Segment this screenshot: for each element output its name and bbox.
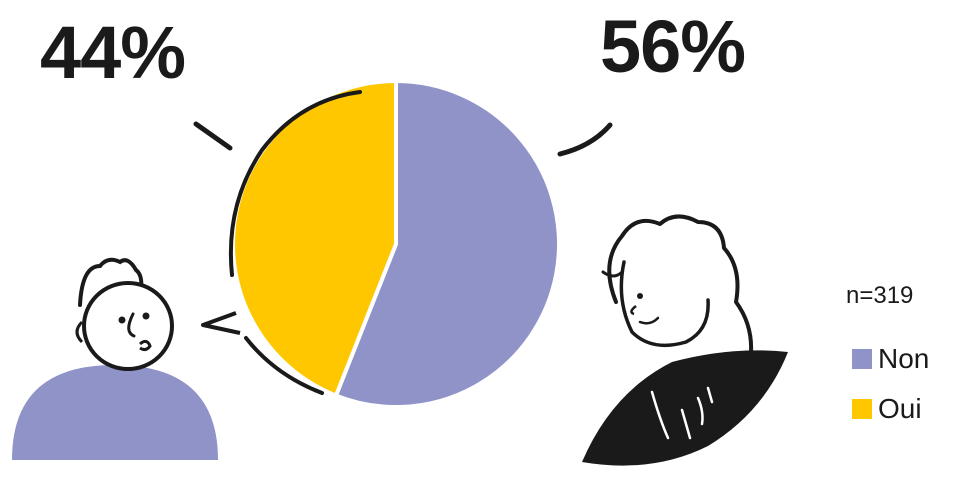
man-avatar-illustration	[12, 257, 218, 460]
woman-mouth	[638, 316, 660, 325]
man-nose	[127, 312, 136, 338]
legend-swatch-oui	[852, 399, 872, 419]
sketch-stroke-bottom	[244, 336, 324, 395]
woman-hand-sketch	[650, 386, 714, 440]
pct-label-non: 56%	[600, 5, 746, 88]
man-eye-right	[142, 312, 150, 320]
woman-body	[582, 350, 788, 466]
woman-hair-strand	[601, 270, 624, 278]
man-body	[12, 365, 218, 460]
woman-avatar-illustration	[582, 214, 788, 466]
man-mouth	[139, 339, 152, 352]
man-hair	[78, 257, 144, 307]
man-ear	[75, 320, 84, 344]
legend-label-non: Non	[878, 343, 930, 374]
pointer-non	[557, 122, 613, 157]
sample-size-label: n=319	[846, 282, 914, 309]
woman-hair	[607, 214, 754, 374]
woman-nose	[630, 305, 637, 316]
legend-label-oui: Oui	[878, 393, 922, 424]
man-eye-left	[118, 316, 126, 324]
sketch-outline-strokes	[228, 90, 362, 395]
pct-label-oui: 44%	[40, 11, 186, 94]
sketch-stroke-top	[228, 90, 362, 277]
legend-item-oui: Oui	[852, 393, 922, 425]
pointer-dashes	[193, 121, 613, 157]
speech-tail	[201, 311, 241, 335]
legend-item-non: Non	[852, 343, 929, 375]
pie-slice-non	[333, 78, 561, 409]
woman-eye	[637, 293, 643, 299]
woman-face	[619, 260, 710, 348]
pointer-oui	[193, 121, 233, 151]
legend-swatch-non	[852, 349, 872, 369]
